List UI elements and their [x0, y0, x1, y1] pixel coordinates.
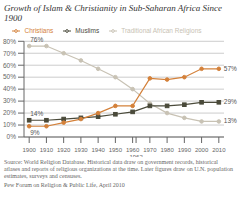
svg-text:9%: 9% — [30, 129, 40, 136]
html-text:Pew Forum on Religion & Public: Pew Forum on Religion & Public Life, Apr… — [4, 182, 125, 188]
svg-text:57%: 57% — [224, 65, 236, 72]
html-text:Growth of Islam & Christianity: Growth of Islam & Christianity in Sub-Sa… — [4, 3, 222, 23]
svg-text:1950: 1950 — [109, 147, 123, 153]
html-text:atlases and reports of religio: atlases and reports of religious organiz… — [4, 166, 233, 172]
svg-text:40%: 40% — [8, 85, 16, 92]
svg-text:1990: 1990 — [178, 147, 192, 153]
svg-text:2000: 2000 — [195, 147, 209, 153]
svg-text:1920: 1920 — [57, 147, 71, 153]
svg-text:30%: 30% — [8, 97, 16, 104]
html-text:estimates, surveys and censuse: estimates, surveys and censuses. — [4, 173, 82, 179]
svg-text:10%: 10% — [8, 121, 16, 128]
html-text:Source: World Religion Databas: Source: World Religion Database. Histori… — [4, 159, 218, 165]
svg-text:80%: 80% — [8, 38, 16, 45]
svg-text:0%: 0% — [8, 133, 16, 140]
html-text:Muslims: Muslims — [75, 27, 100, 34]
svg-text:60%: 60% — [8, 62, 16, 69]
svg-text:29%: 29% — [224, 98, 236, 105]
svg-text:1900: 1900 — [22, 147, 36, 153]
svg-text:1962: 1962 — [129, 154, 143, 157]
svg-text:76%: 76% — [30, 36, 43, 43]
svg-text:2010: 2010 — [212, 147, 226, 153]
svg-text:1960: 1960 — [126, 147, 140, 153]
svg-text:1930: 1930 — [74, 147, 88, 153]
svg-text:1970: 1970 — [143, 147, 157, 153]
svg-text:14%: 14% — [30, 110, 43, 117]
svg-text:1910: 1910 — [40, 147, 54, 153]
svg-text:70%: 70% — [8, 50, 16, 57]
svg-text:1980: 1980 — [160, 147, 174, 153]
svg-text:13%: 13% — [224, 117, 236, 124]
svg-text:50%: 50% — [8, 73, 16, 80]
html-text:Christians: Christians — [24, 27, 54, 34]
html-text:Traditional African Religions: Traditional African Religions — [121, 27, 202, 34]
svg-text:1940: 1940 — [91, 147, 105, 153]
svg-text:20%: 20% — [8, 109, 16, 116]
